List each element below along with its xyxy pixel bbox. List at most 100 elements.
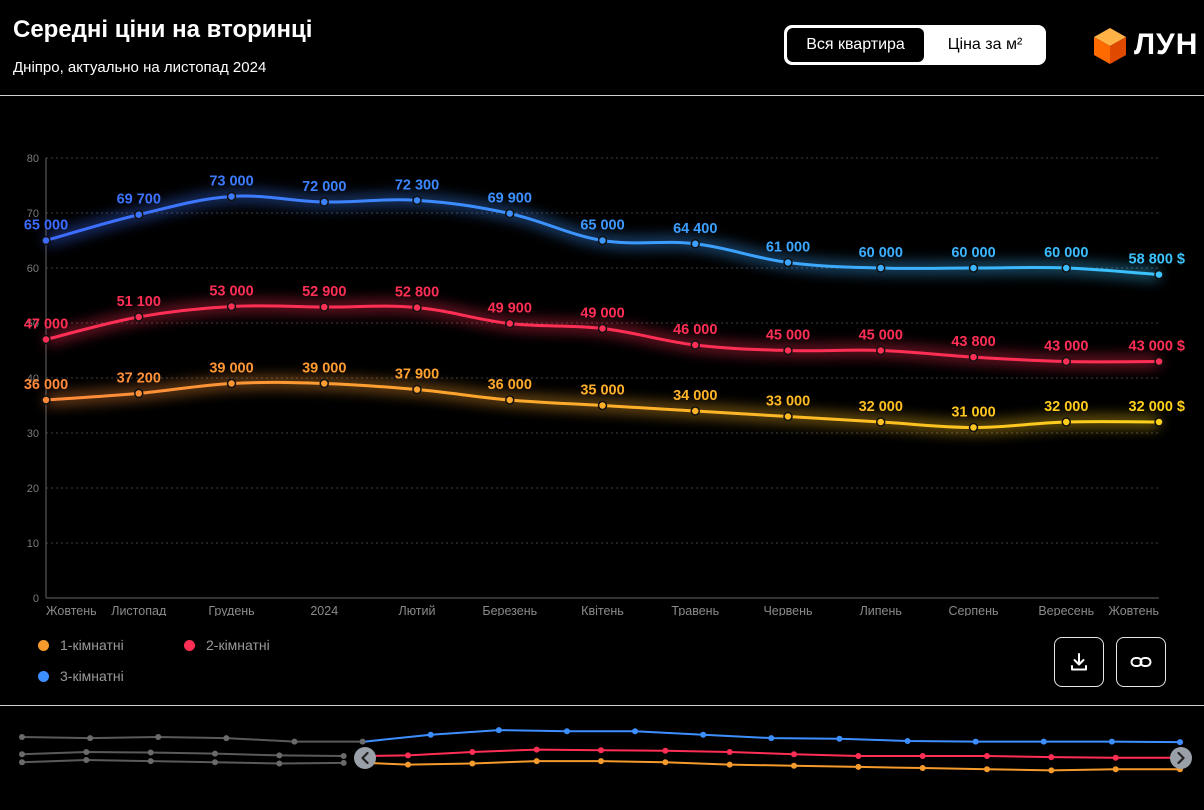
two_room-nav-point xyxy=(1048,754,1055,761)
two_room-point xyxy=(968,352,979,362)
two_room-point xyxy=(226,301,237,312)
three_room-data-label: 72 300 xyxy=(395,177,439,193)
three_room-point xyxy=(134,209,144,220)
three_room-data-label: 60 000 xyxy=(1044,245,1088,261)
two_room-point xyxy=(690,340,700,350)
two_room-nav-active xyxy=(364,748,1180,759)
two_room-data-label: 47 000 xyxy=(24,317,68,333)
three_room-line xyxy=(44,194,1161,277)
two_room-nav-point xyxy=(19,751,25,758)
two_room-data-label: 51 100 xyxy=(117,294,161,310)
one_room-nav-inactive xyxy=(21,758,344,765)
y-tick-label: 10 xyxy=(27,538,39,550)
three_room-nav-point xyxy=(904,738,911,745)
one_room-nav-point xyxy=(147,758,154,765)
y-tick-label: 80 xyxy=(27,153,39,165)
three_room-point xyxy=(690,239,700,249)
three_room-data-label: 73 000 xyxy=(209,174,253,190)
three_room-data-label: 60 000 xyxy=(859,245,903,261)
three_room-nav-point xyxy=(1108,738,1115,745)
one_room-data-label: 31 000 xyxy=(951,405,995,421)
page-subtitle: Дніпро, актуально на листопад 2024 xyxy=(13,59,267,76)
one_room-nav-point xyxy=(340,759,347,766)
three_room-nav-point xyxy=(836,735,843,742)
one_room-data-label: 35 000 xyxy=(580,383,624,399)
two_room-nav-point xyxy=(147,749,154,756)
two_room-nav-point xyxy=(212,750,218,757)
two_room-data-label: 52 800 xyxy=(395,285,439,301)
one_room-nav-active xyxy=(364,760,1180,772)
two_room-point xyxy=(505,318,515,329)
copy-link-button[interactable] xyxy=(1116,637,1166,687)
one_room-nav-point xyxy=(212,759,218,766)
one_room-nav-point xyxy=(984,766,990,773)
one_room-nav-point xyxy=(662,759,669,766)
one_room-data-label: 32 000 xyxy=(859,399,903,415)
x-tick-label: Травень xyxy=(671,604,719,616)
two_room-nav-point xyxy=(855,752,862,759)
one_room-data-label: 34 000 xyxy=(673,388,717,404)
two_room-point xyxy=(1154,356,1164,367)
three_room-nav-point xyxy=(495,727,502,734)
two_room-nav-point xyxy=(469,748,476,755)
three_room-data-label: 64 400 xyxy=(673,221,717,237)
two_room-data-label: 43 800 xyxy=(951,334,995,350)
legend-one-room-dot xyxy=(38,640,49,651)
two_room-data-label: 49 000 xyxy=(580,306,624,322)
one_room-data-label: 32 000 $ xyxy=(1129,399,1185,415)
whole-apartment-button[interactable]: Вся квартира xyxy=(787,28,924,62)
three_room-nav-point xyxy=(19,734,25,740)
one_room-point xyxy=(1061,417,1071,427)
one_room-point xyxy=(412,384,422,395)
x-tick-label: Липень xyxy=(860,604,902,616)
two_room-nav-point xyxy=(405,752,411,759)
two_room-nav-point xyxy=(662,747,669,754)
one_room-nav-point xyxy=(919,765,926,772)
legend-three-room-label: 3-кімнатні xyxy=(60,668,124,684)
two_room-nav-point xyxy=(276,752,283,759)
three_room-point xyxy=(597,235,608,246)
one_room-data-label: 39 000 xyxy=(209,361,253,377)
one_room-data-label: 36 000 xyxy=(24,377,68,393)
one_room-data-label: 32 000 xyxy=(1044,399,1088,415)
two_room-nav-point xyxy=(83,748,90,755)
one_room-point xyxy=(319,378,329,389)
three_room-point xyxy=(876,263,886,273)
two_room-data-label: 43 000 $ xyxy=(1129,339,1185,355)
y-tick-label: 30 xyxy=(27,428,39,440)
two_room-nav-point xyxy=(598,747,604,754)
one_room-nav-point xyxy=(83,757,90,763)
three_room-nav-point xyxy=(1177,739,1183,746)
two_room-nav-point xyxy=(919,752,926,759)
three_room-data-label: 58 800 $ xyxy=(1129,252,1185,268)
two_room-point xyxy=(412,302,422,313)
y-tick-label: 60 xyxy=(27,263,39,275)
one_room-point xyxy=(134,388,144,399)
three_room-nav-point xyxy=(563,728,570,735)
chevron-right-icon xyxy=(1177,751,1185,765)
logo-text: ЛУН xyxy=(1134,28,1199,61)
logo[interactable]: ЛУН xyxy=(1090,26,1200,66)
two_room-data-label: 43 000 xyxy=(1044,339,1088,355)
one_room-nav-point xyxy=(1112,766,1119,773)
download-button[interactable] xyxy=(1054,637,1104,687)
three_room-nav-inactive xyxy=(21,735,363,743)
range-navigator[interactable] xyxy=(0,706,1204,810)
three_room-nav-point xyxy=(155,734,162,740)
navigator-left-handle[interactable] xyxy=(354,747,376,769)
price-mode-toggle: Вся квартира Ціна за м² xyxy=(784,25,1046,65)
three_room-nav-point xyxy=(700,731,707,738)
two_room-nav-point xyxy=(340,752,347,759)
one_room-nav-point xyxy=(469,760,476,767)
navigator-right-handle[interactable] xyxy=(1170,747,1192,769)
legend-two-room-dot xyxy=(184,640,195,651)
one_room-nav-point xyxy=(598,758,604,765)
one_room-data-label: 37 200 xyxy=(117,370,161,386)
y-tick-label: 50 xyxy=(27,318,39,330)
two_room-nav-point xyxy=(791,751,797,758)
legend-three-room-dot xyxy=(38,671,49,682)
price-per-sqm-button[interactable]: Ціна за м² xyxy=(947,36,1023,53)
three_room-nav-point xyxy=(223,735,230,742)
y-tick-label: 0 xyxy=(33,593,39,605)
three_room-point xyxy=(41,235,51,246)
